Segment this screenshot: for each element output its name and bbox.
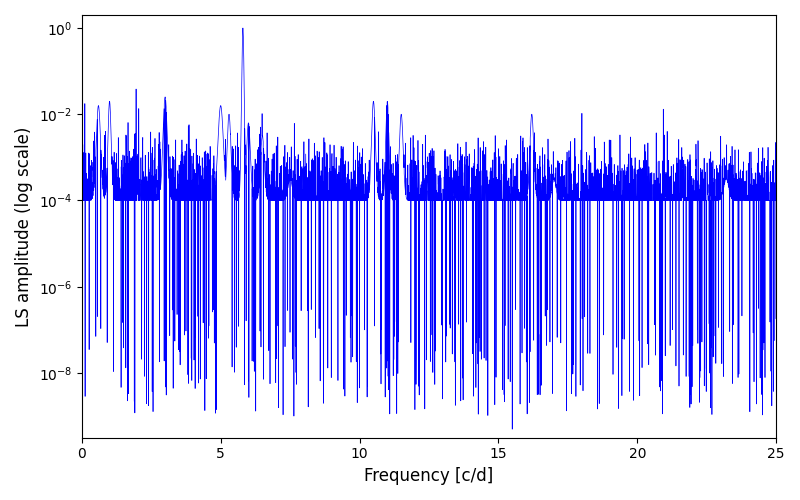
Y-axis label: LS amplitude (log scale): LS amplitude (log scale) (15, 126, 33, 326)
X-axis label: Frequency [c/d]: Frequency [c/d] (364, 467, 494, 485)
